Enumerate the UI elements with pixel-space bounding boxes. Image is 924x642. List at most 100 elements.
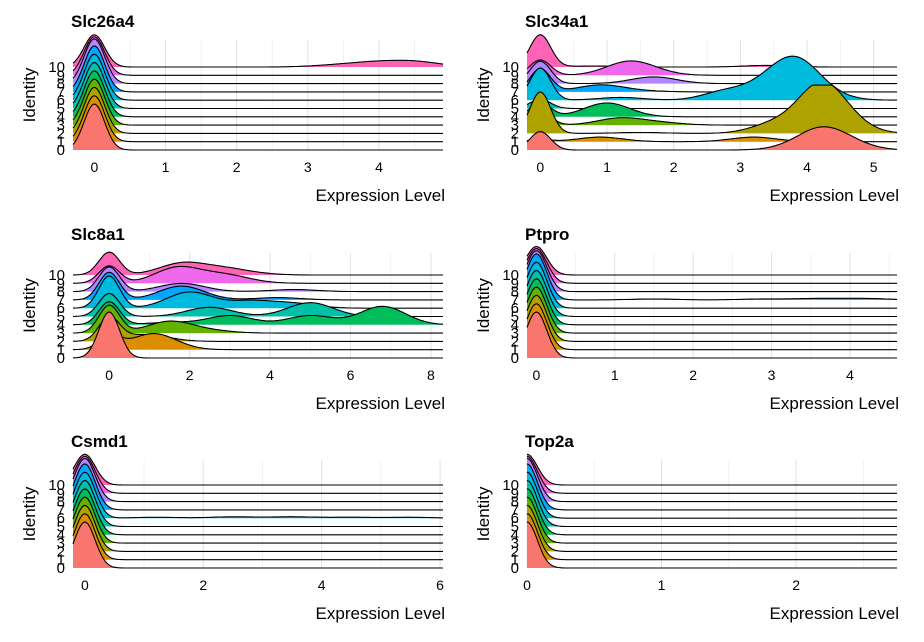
- identity-tick-label: 8: [57, 76, 65, 93]
- ridge-fill-cluster-10: [527, 34, 897, 67]
- identity-tick-label: 5: [511, 309, 519, 326]
- identity-tick-label: 1: [57, 134, 65, 151]
- ridge-line-cluster-3: [73, 304, 443, 334]
- ridge-line-cluster-5: [72, 480, 443, 528]
- x-tick-label: 4: [803, 159, 811, 175]
- ridge-fill-cluster-6: [73, 472, 443, 519]
- x-axis-label: Expression Level: [770, 186, 899, 205]
- x-tick-label: 1: [611, 367, 619, 383]
- ridge-line-cluster-8: [73, 266, 443, 293]
- x-tick-label: 4: [375, 159, 383, 175]
- ridge-fill-cluster-10: [73, 454, 443, 485]
- ridge-fill-cluster-9: [73, 456, 443, 494]
- identity-tick-label: 6: [511, 92, 519, 109]
- ridge-line-cluster-3: [72, 496, 443, 544]
- ridge-fill-cluster-7: [73, 272, 443, 300]
- identity-tick-label: 0: [511, 350, 519, 367]
- ridge-line-cluster-1: [73, 332, 443, 351]
- identity-tick-label: 10: [48, 477, 65, 494]
- identity-tick-label: 2: [57, 125, 65, 142]
- x-tick-label: 0: [105, 367, 113, 383]
- ridge-fill-cluster-8: [527, 458, 897, 502]
- ridge-fill-cluster-5: [73, 62, 443, 109]
- identity-tick-label: 0: [511, 142, 519, 159]
- identity-tick-label: 0: [57, 350, 65, 367]
- ridge-fill-cluster-10: [527, 246, 897, 275]
- ridge-fill-cluster-0: [527, 312, 897, 358]
- ridge-fill-cluster-0: [73, 312, 443, 358]
- ridge-fill-cluster-3: [73, 497, 443, 544]
- ridge-line-cluster-9: [72, 455, 443, 494]
- ridge-line-cluster-2: [526, 294, 897, 342]
- x-tick-label: 2: [199, 577, 207, 593]
- identity-tick-label: 0: [57, 560, 65, 577]
- identity-tick-label: 4: [511, 527, 519, 544]
- ridge-fill-cluster-10: [527, 454, 897, 485]
- identity-tick-label: 7: [57, 84, 65, 101]
- ridge-fill-cluster-3: [527, 111, 897, 126]
- ridge-fill-cluster-1: [73, 333, 443, 350]
- ridge-fill-cluster-7: [527, 463, 897, 510]
- x-tick-label: 2: [233, 159, 241, 175]
- ridge-line-cluster-9: [72, 36, 443, 76]
- identity-tick-label: 1: [511, 134, 519, 151]
- ridge-fill-cluster-3: [527, 287, 897, 334]
- x-tick-label: 8: [427, 367, 435, 383]
- x-tick-label: 6: [436, 577, 444, 593]
- identity-tick-label: 2: [511, 543, 519, 560]
- x-tick-label: 5: [870, 159, 878, 175]
- ridge-fill-cluster-0: [73, 522, 443, 568]
- ridge-fill-cluster-7: [527, 253, 897, 300]
- ridge-fill-cluster-2: [527, 505, 897, 552]
- ridge-line-cluster-7: [526, 463, 897, 511]
- ridge-line-cluster-8: [526, 60, 897, 85]
- x-tick-label: 2: [186, 367, 194, 383]
- x-axis-label: Expression Level: [770, 604, 899, 623]
- identity-tick-label: 3: [57, 117, 65, 134]
- ridge-fill-cluster-6: [527, 472, 897, 519]
- ridge-fill-cluster-1: [73, 95, 443, 142]
- ridge-fill-cluster-8: [527, 250, 897, 292]
- identity-tick-label: 9: [57, 485, 65, 502]
- x-axis-label: Expression Level: [316, 604, 445, 623]
- ridge-fill-cluster-9: [73, 37, 443, 76]
- y-axis-label: Identity: [474, 486, 493, 541]
- ridge-line-cluster-1: [526, 513, 897, 561]
- ridge-line-cluster-9: [526, 59, 897, 76]
- identity-tick-label: 9: [511, 67, 519, 84]
- x-tick-label: 1: [658, 577, 666, 593]
- identity-tick-label: 7: [511, 502, 519, 519]
- identity-tick-label: 0: [57, 142, 65, 159]
- identity-tick-label: 1: [511, 342, 519, 359]
- y-axis-label: Identity: [20, 486, 39, 541]
- identity-tick-label: 4: [57, 109, 65, 126]
- identity-tick-label: 1: [511, 552, 519, 569]
- ridge-line-cluster-0: [72, 103, 443, 151]
- ridge-line-cluster-5: [526, 479, 897, 528]
- ridge-fill-cluster-9: [527, 59, 897, 76]
- ridge-line-cluster-4: [73, 301, 444, 326]
- identity-tick-label: 4: [511, 109, 519, 126]
- identity-tick-label: 2: [57, 543, 65, 560]
- identity-tick-label: 9: [57, 67, 65, 84]
- y-axis-label: Identity: [20, 278, 39, 333]
- ridge-line-cluster-7: [73, 271, 443, 301]
- x-axis-label: Expression Level: [770, 394, 899, 413]
- identity-tick-label: 8: [511, 284, 519, 301]
- x-axis-label: Expression Level: [316, 186, 445, 205]
- ridge-fill-cluster-4: [73, 488, 443, 535]
- ridge-fill-cluster-1: [73, 513, 443, 560]
- ridge-line-cluster-10: [526, 34, 897, 68]
- ridge-fill-cluster-4: [73, 301, 443, 325]
- x-tick-label: 3: [304, 159, 312, 175]
- ridge-line-cluster-10: [526, 453, 897, 486]
- ridge-fill-cluster-5: [527, 480, 897, 527]
- identity-tick-label: 6: [511, 510, 519, 527]
- ridge-line-cluster-2: [526, 84, 898, 134]
- ridge-line-cluster-0: [526, 311, 897, 359]
- identity-tick-label: 10: [48, 267, 65, 284]
- ridge-fill-cluster-5: [73, 480, 443, 527]
- y-axis-label: Identity: [474, 278, 493, 333]
